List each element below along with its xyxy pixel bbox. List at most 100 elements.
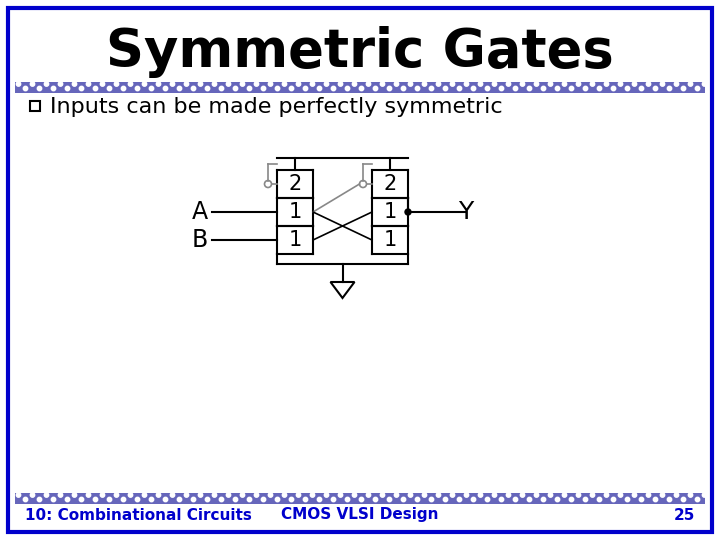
Circle shape — [324, 493, 329, 497]
Circle shape — [450, 82, 455, 86]
Circle shape — [135, 86, 140, 91]
Circle shape — [499, 86, 504, 91]
Circle shape — [380, 493, 384, 497]
Circle shape — [583, 86, 588, 91]
Circle shape — [72, 82, 77, 86]
Circle shape — [681, 86, 685, 91]
Circle shape — [457, 497, 462, 502]
Circle shape — [444, 86, 448, 91]
Circle shape — [653, 86, 657, 91]
Circle shape — [58, 493, 63, 497]
Circle shape — [303, 86, 307, 91]
Circle shape — [576, 82, 581, 86]
Circle shape — [660, 82, 665, 86]
Circle shape — [472, 497, 476, 502]
Circle shape — [395, 82, 399, 86]
Circle shape — [114, 82, 119, 86]
Circle shape — [611, 497, 616, 502]
Circle shape — [45, 82, 49, 86]
Circle shape — [269, 82, 273, 86]
Circle shape — [598, 86, 602, 91]
Circle shape — [639, 497, 644, 502]
Circle shape — [549, 82, 553, 86]
Text: 1: 1 — [383, 202, 397, 222]
Circle shape — [247, 86, 252, 91]
Circle shape — [121, 86, 126, 91]
Circle shape — [549, 493, 553, 497]
Circle shape — [107, 86, 112, 91]
Circle shape — [135, 497, 140, 502]
Circle shape — [415, 497, 420, 502]
Circle shape — [450, 493, 455, 497]
Circle shape — [696, 497, 700, 502]
Circle shape — [143, 493, 147, 497]
Circle shape — [647, 493, 651, 497]
Circle shape — [156, 493, 161, 497]
Circle shape — [405, 209, 411, 215]
Circle shape — [121, 497, 126, 502]
Circle shape — [688, 493, 693, 497]
Circle shape — [696, 86, 700, 91]
Circle shape — [366, 493, 371, 497]
Circle shape — [331, 497, 336, 502]
Circle shape — [66, 497, 70, 502]
Circle shape — [94, 86, 98, 91]
Circle shape — [269, 493, 273, 497]
Text: 1: 1 — [383, 230, 397, 250]
Circle shape — [444, 497, 448, 502]
Circle shape — [192, 497, 196, 502]
Circle shape — [220, 497, 224, 502]
Circle shape — [352, 493, 356, 497]
Circle shape — [492, 82, 497, 86]
Circle shape — [128, 493, 132, 497]
Text: 10: Combinational Circuits: 10: Combinational Circuits — [25, 508, 252, 523]
Circle shape — [51, 86, 55, 91]
Circle shape — [30, 493, 35, 497]
Circle shape — [324, 82, 329, 86]
Circle shape — [423, 82, 427, 86]
Circle shape — [338, 493, 343, 497]
Circle shape — [598, 497, 602, 502]
Circle shape — [527, 86, 531, 91]
Circle shape — [149, 86, 153, 91]
Circle shape — [184, 493, 189, 497]
Circle shape — [289, 497, 294, 502]
Circle shape — [289, 86, 294, 91]
Circle shape — [128, 82, 132, 86]
Circle shape — [72, 493, 77, 497]
Circle shape — [58, 82, 63, 86]
Text: 1: 1 — [289, 230, 302, 250]
Circle shape — [318, 497, 322, 502]
Circle shape — [177, 497, 181, 502]
Circle shape — [436, 493, 441, 497]
Circle shape — [297, 82, 301, 86]
Circle shape — [23, 497, 27, 502]
Circle shape — [618, 493, 623, 497]
Text: Symmetric Gates: Symmetric Gates — [106, 26, 614, 78]
Circle shape — [436, 82, 441, 86]
Circle shape — [675, 493, 679, 497]
Circle shape — [240, 493, 245, 497]
Circle shape — [114, 493, 119, 497]
Circle shape — [240, 82, 245, 86]
Circle shape — [395, 493, 399, 497]
Circle shape — [212, 82, 217, 86]
Circle shape — [275, 86, 279, 91]
Circle shape — [331, 86, 336, 91]
Circle shape — [17, 82, 21, 86]
Circle shape — [37, 86, 42, 91]
Circle shape — [17, 493, 21, 497]
Circle shape — [366, 82, 371, 86]
Circle shape — [297, 493, 301, 497]
Circle shape — [660, 493, 665, 497]
Circle shape — [254, 493, 258, 497]
Circle shape — [499, 497, 504, 502]
Circle shape — [423, 493, 427, 497]
Circle shape — [562, 493, 567, 497]
Circle shape — [604, 82, 608, 86]
Circle shape — [583, 497, 588, 502]
Circle shape — [373, 497, 378, 502]
Text: B: B — [192, 228, 208, 252]
Circle shape — [310, 493, 315, 497]
Circle shape — [205, 497, 210, 502]
